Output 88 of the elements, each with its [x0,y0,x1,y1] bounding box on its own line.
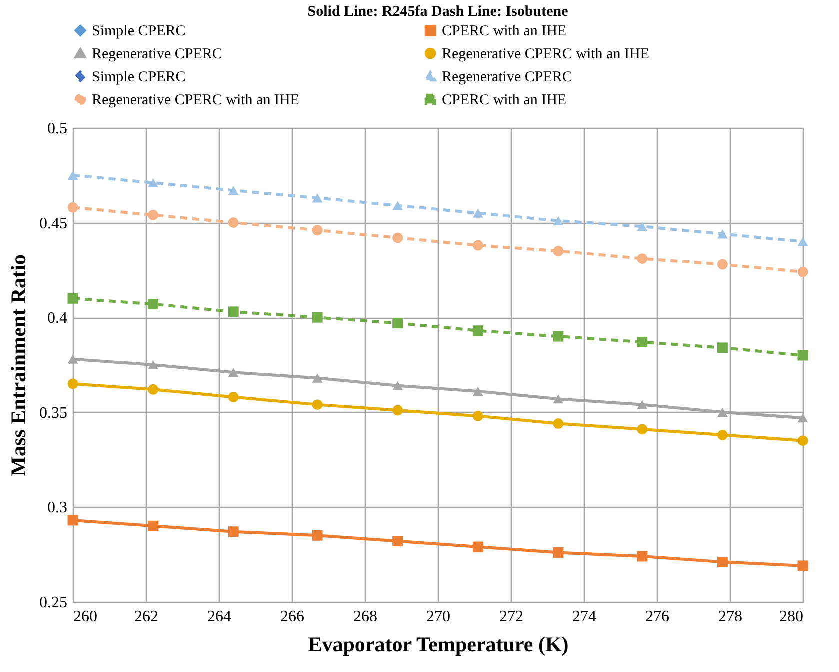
point [312,312,323,323]
x-tick-label: 280 [780,608,804,626]
point [717,430,728,440]
y-axis-title: Mass Entrainment Ratio [6,254,30,476]
x-tick-label: 262 [134,608,158,626]
x-tick-label: 264 [208,608,232,626]
x-tick-label: 260 [74,608,98,626]
point [68,378,78,390]
legend-label: Simple CPERC [92,24,186,40]
y-tick-label: 0.4 [48,310,68,328]
point [717,259,728,270]
point [392,318,404,329]
point [472,410,484,422]
point [148,210,159,220]
point [228,526,239,538]
point [148,520,159,532]
point [717,342,728,354]
point [798,436,808,446]
point [312,530,323,541]
legend-label: CPERC with an IHE [442,24,567,40]
point [637,400,648,410]
point [553,547,564,558]
chart-title: Solid Line: R245fa Dash Line: Isobutene [308,4,569,20]
point [392,536,404,547]
point [637,254,648,264]
point [312,194,323,203]
point [472,326,484,336]
point [472,240,484,251]
point [553,418,564,430]
y-tick-label: 0.25 [40,594,68,612]
point [637,424,648,435]
point [553,394,564,404]
legend-label: Regenerative CPERC [442,70,572,86]
x-axis-title: Evaporator Temperature (K) [308,632,569,656]
legend-label: Regenerative CPERC [92,46,222,62]
point [392,405,404,416]
point [392,381,404,390]
legend-label: CPERC with an IHE [442,92,567,108]
point [148,299,159,310]
point [472,208,484,218]
point [472,387,484,396]
y-tick-label: 0.35 [40,404,68,422]
point [392,201,404,210]
point [68,293,78,304]
x-tick-label: 268 [354,608,378,626]
legend-label: Simple CPERC [92,70,186,86]
x-tick-label: 270 [426,608,450,626]
y-tick-label: 0.3 [48,500,68,517]
legend-label: Regenerative CPERC with an IHE [442,46,650,62]
point [637,222,648,232]
point [637,551,648,562]
point [717,230,728,239]
point [312,374,323,383]
point [228,306,239,318]
point [717,408,728,417]
y-tick-label: 0.45 [40,215,68,232]
point [228,368,239,378]
point [637,337,648,348]
point [312,225,323,236]
point [68,202,78,213]
point [798,350,808,361]
x-tick-label: 274 [572,608,596,626]
point [798,414,808,423]
point [472,542,484,552]
point [798,560,808,572]
y-tick-label: 0.5 [48,120,68,138]
point [312,400,323,410]
point [228,392,239,402]
point [553,331,564,342]
x-tick-label: 276 [646,608,670,626]
legend-label: Regenerative CPERC with an IHE [92,92,300,108]
x-tick-label: 278 [718,608,742,626]
point [68,354,78,364]
x-tick-label: 272 [500,608,524,626]
point [392,232,404,244]
point [717,556,728,568]
point [798,266,808,278]
point [148,384,159,395]
point [68,515,78,526]
point [228,186,239,196]
point [148,178,159,188]
point [68,170,78,180]
point [553,246,564,256]
point [228,218,239,228]
point [148,360,159,370]
x-tick-label: 266 [280,608,304,626]
point [553,216,564,226]
point [798,237,808,246]
